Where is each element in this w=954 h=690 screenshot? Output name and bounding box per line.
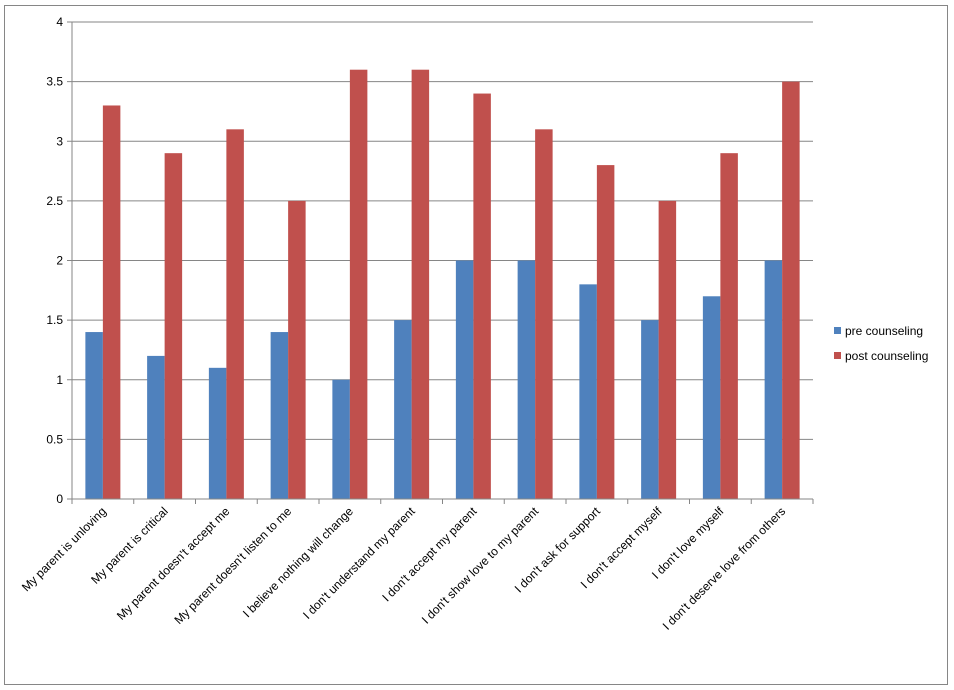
bar-pre-counseling: [579, 284, 597, 499]
y-tick-label: 2.5: [46, 194, 63, 208]
bar-pre-counseling: [332, 379, 350, 499]
bar-post-counseling: [226, 129, 244, 499]
gridlines: [72, 21, 813, 440]
bar-post-counseling: [288, 200, 306, 499]
bar-pre-counseling: [702, 296, 721, 499]
y-tick-label: 4: [56, 15, 63, 29]
legend-label: post counseling: [845, 349, 928, 363]
legend-swatch: [834, 327, 841, 334]
bar-pre-counseling: [208, 367, 227, 499]
y-tick-label: 3: [56, 134, 63, 148]
bar-post-counseling: [658, 200, 677, 499]
bar-pre-counseling: [147, 355, 165, 499]
bars: [85, 69, 800, 500]
y-tick-label: 1: [56, 373, 63, 387]
axes: [67, 21, 814, 504]
x-tick-label: I don't deserve love from others: [660, 504, 788, 632]
bar-post-counseling: [782, 81, 800, 499]
y-tick-label: 1.5: [46, 313, 63, 327]
y-tick-label: 0: [56, 492, 63, 506]
bar-pre-counseling: [455, 260, 474, 499]
legend-swatch: [834, 352, 841, 359]
bar-post-counseling: [349, 69, 368, 499]
x-tick-label: I don't understand my parent: [300, 504, 418, 622]
bar-post-counseling: [535, 129, 553, 499]
bar-pre-counseling: [641, 320, 659, 499]
bar-post-counseling: [164, 153, 183, 500]
bar-pre-counseling: [764, 260, 783, 499]
bar-post-counseling: [596, 165, 615, 499]
y-tick-label: 0.5: [46, 432, 63, 446]
bar-pre-counseling: [517, 260, 536, 499]
bar-post-counseling: [720, 153, 738, 500]
bar-post-counseling: [102, 105, 121, 499]
x-tick-label: I believe nothing will change: [240, 504, 356, 620]
y-tick-label: 3.5: [46, 75, 63, 89]
x-tick-label: I don't show love to my parent: [419, 504, 542, 627]
x-tick-label: My parent doesn't accept me: [114, 504, 233, 623]
x-tick-label: My parent doesn't listen to me: [171, 504, 294, 627]
legend-label: pre counseling: [845, 324, 923, 338]
bar-pre-counseling: [270, 332, 289, 499]
bar-pre-counseling: [394, 320, 412, 499]
legend: pre counseling post counseling: [834, 324, 928, 363]
y-tick-label: 2: [56, 254, 63, 268]
y-tick-labels: 0 0.5 1 1.5 2 2.5 3 3.5 4: [46, 15, 63, 506]
bar-pre-counseling: [85, 332, 103, 499]
bar-post-counseling: [411, 69, 430, 499]
bar-post-counseling: [473, 93, 491, 500]
